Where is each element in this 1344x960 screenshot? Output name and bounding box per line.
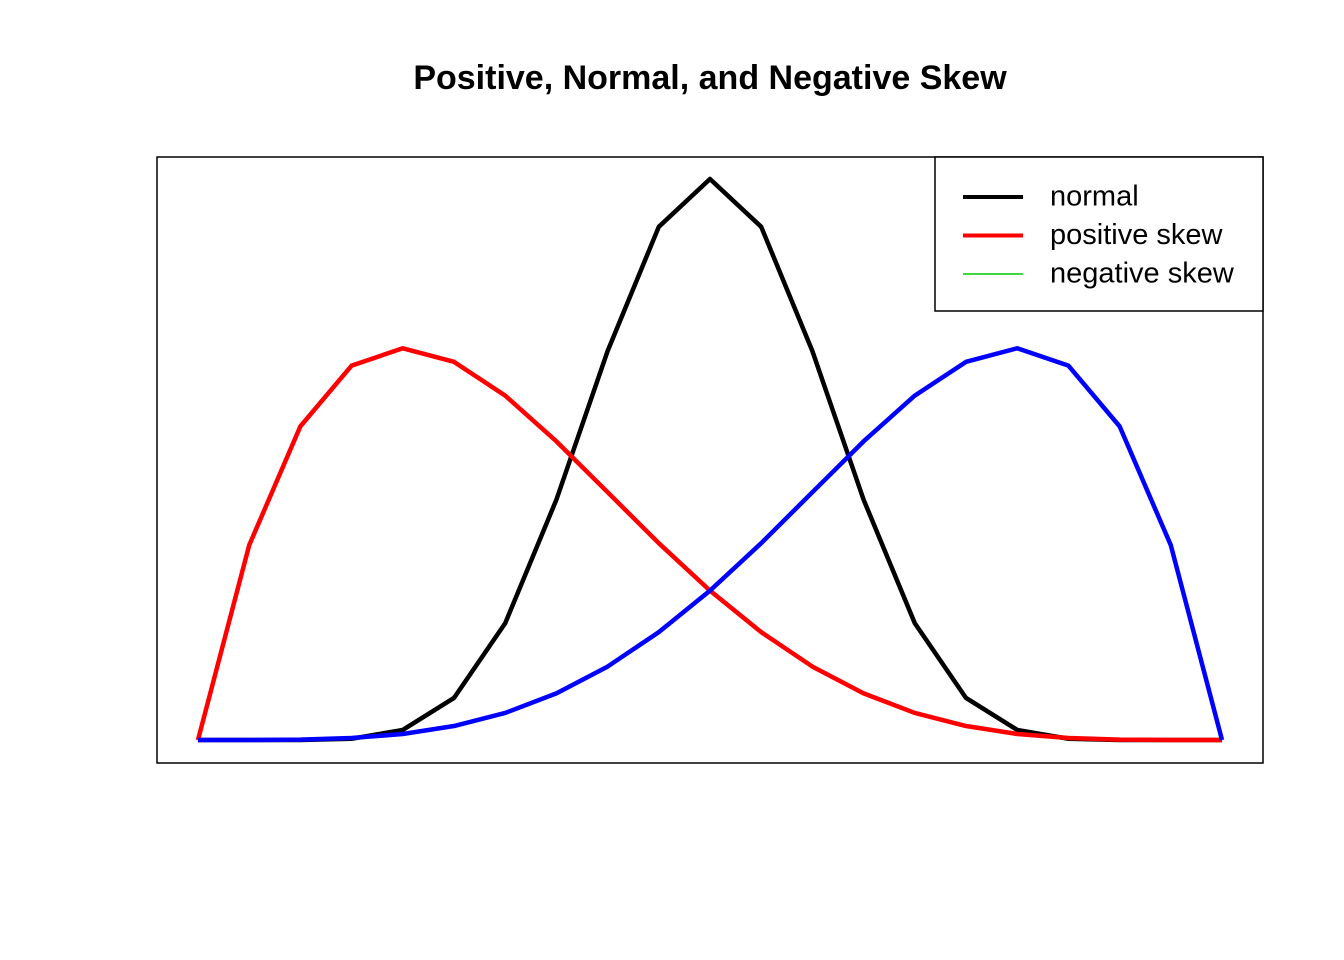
legend-label: negative skew (1050, 258, 1235, 290)
series-line (197, 346, 1225, 743)
plot-frame (156, 156, 1264, 764)
legend-label: positive skew (1050, 219, 1224, 251)
series-line (195, 346, 1223, 743)
legend-label: normal (1050, 181, 1139, 213)
chart-title: Positive, Normal, and Negative Skew (413, 59, 1007, 97)
